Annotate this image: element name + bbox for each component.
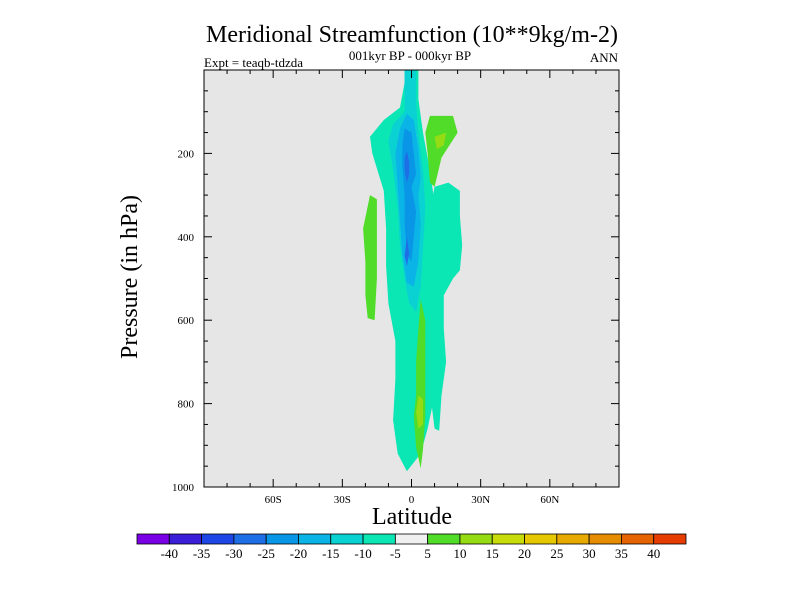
x-tick-label: 60S <box>265 494 282 506</box>
y-axis-label: Pressure (in hPa) <box>117 195 143 359</box>
colorbar-label: 25 <box>550 546 563 561</box>
colorbar-box <box>621 533 655 545</box>
experiment-label: Expt = teaqb-tdzda <box>204 55 303 70</box>
colorbar-label: 5 <box>424 546 431 561</box>
colorbar-label: 10 <box>453 546 466 561</box>
colorbar-label: -5 <box>390 546 401 561</box>
season-label: ANN <box>590 50 619 65</box>
colorbar-box <box>136 533 170 545</box>
y-tick-label: 800 <box>178 399 195 411</box>
contour-region-6 <box>425 115 458 187</box>
contour-region-8 <box>363 195 377 321</box>
contour-region-9 <box>429 182 463 431</box>
y-tick-label: 600 <box>178 315 195 327</box>
colorbar-label: -40 <box>161 546 178 561</box>
colorbar-label: 30 <box>583 546 596 561</box>
chart-subtitle: 001kyr BP - 000kyr BP <box>349 48 471 63</box>
colorbar-label: 40 <box>647 546 660 561</box>
colorbar-box <box>168 533 202 545</box>
x-tick-label: 30N <box>471 494 490 506</box>
colorbar: -40 -35 -30 -25 -20 -15 -10 -5 5 10 15 20 25 30 35 40 <box>136 533 687 561</box>
colorbar-label: -15 <box>322 546 339 561</box>
x-tick-label: 60N <box>540 494 559 506</box>
x-tick-label: 30S <box>334 494 351 506</box>
colorbar-box <box>524 533 558 545</box>
colorbar-box <box>201 533 235 545</box>
colorbar-box <box>653 533 687 545</box>
colorbar-label: -10 <box>354 546 371 561</box>
colorbar-box <box>394 533 429 545</box>
colorbar-label: -20 <box>290 546 307 561</box>
axis-ticks: 60S 30S 0 30N 60N 200 400 600 800 1000 <box>172 70 619 506</box>
contour-regions <box>363 70 463 472</box>
y-tick-label: 400 <box>178 232 195 244</box>
y-tick-label: 200 <box>178 148 195 160</box>
colorbar-box <box>491 533 525 545</box>
colorbar-box <box>588 533 622 545</box>
contour-region-4 <box>404 151 410 183</box>
colorbar-label: -30 <box>225 546 242 561</box>
colorbar-box <box>459 533 493 545</box>
colorbar-box <box>556 533 590 545</box>
colorbar-box <box>298 533 332 545</box>
colorbar-label: 20 <box>518 546 531 561</box>
colorbar-box <box>265 533 299 545</box>
colorbar-box <box>362 533 396 545</box>
colorbar-box <box>233 533 267 545</box>
x-axis-label: Latitude <box>372 504 452 530</box>
contour-region-11 <box>416 395 423 429</box>
plot-area: 60S 30S 0 30N 60N 200 400 600 800 1000 <box>172 69 620 506</box>
x-tick-label: 0 <box>409 494 415 506</box>
colorbar-label: 15 <box>486 546 499 561</box>
chart-title: Meridional Streamfunction (10**9kg/m-2) <box>206 22 618 48</box>
colorbar-label: 35 <box>615 546 628 561</box>
colorbar-label: -35 <box>193 546 210 561</box>
contour-region-5 <box>404 236 410 266</box>
contour-region-7 <box>434 132 447 150</box>
contour-region-10 <box>413 299 426 469</box>
colorbar-label: -25 <box>258 546 275 561</box>
colorbar-box <box>330 533 364 545</box>
colorbar-box <box>427 533 461 545</box>
y-tick-label: 1000 <box>172 482 195 494</box>
